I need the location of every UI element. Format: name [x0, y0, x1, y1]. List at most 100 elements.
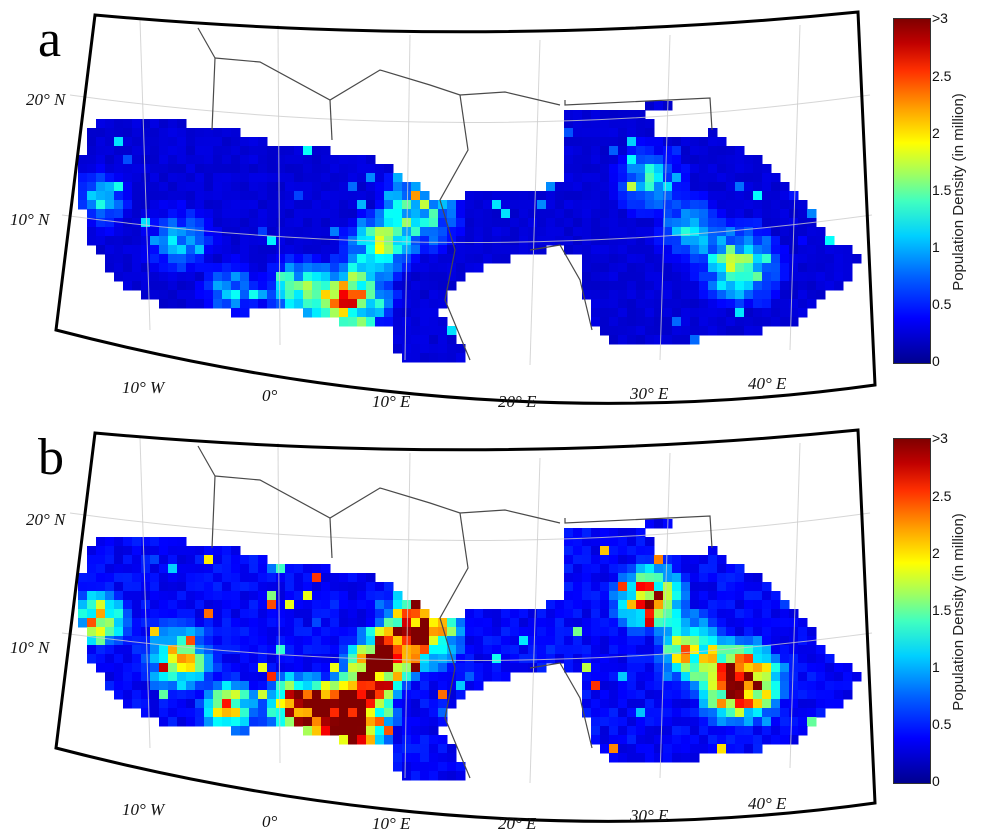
- density-cell: [771, 263, 781, 273]
- density-cell: [627, 209, 637, 219]
- density-cell: [429, 326, 439, 336]
- density-cell: [816, 272, 826, 282]
- density-cell: [474, 681, 484, 691]
- density-cell: [609, 546, 619, 556]
- density-cell: [150, 245, 160, 255]
- density-cell: [186, 209, 196, 219]
- density-cell: [546, 200, 556, 210]
- density-cell: [609, 326, 619, 336]
- density-cell: [834, 681, 844, 691]
- density-cell: [411, 762, 421, 772]
- density-cell: [249, 672, 259, 682]
- density-cell: [195, 708, 205, 718]
- density-cell: [681, 218, 691, 228]
- density-cell: [195, 636, 205, 646]
- density-cell: [330, 299, 340, 309]
- density-cell: [600, 546, 610, 556]
- density-cell: [672, 627, 682, 637]
- density-cell: [690, 326, 700, 336]
- density-cell: [681, 236, 691, 246]
- density-cell: [177, 537, 187, 547]
- density-cell: [600, 173, 610, 183]
- density-cell: [645, 537, 655, 547]
- density-cell: [429, 272, 439, 282]
- density-cell: [717, 254, 727, 264]
- density-cell: [393, 263, 403, 273]
- density-cell: [159, 708, 169, 718]
- density-cell: [672, 254, 682, 264]
- density-cell: [339, 191, 349, 201]
- density-cell: [537, 200, 547, 210]
- density-cell: [735, 573, 745, 583]
- density-cell: [753, 636, 763, 646]
- density-cell: [204, 600, 214, 610]
- density-cell: [240, 663, 250, 673]
- density-cell: [222, 191, 232, 201]
- density-cell: [393, 308, 403, 318]
- density-cell: [537, 618, 547, 628]
- density-cell: [510, 245, 520, 255]
- density-cell: [717, 609, 727, 619]
- density-cell: [168, 155, 178, 165]
- density-cell: [492, 609, 502, 619]
- density-cell: [258, 573, 268, 583]
- density-cell: [726, 627, 736, 637]
- density-cell: [591, 227, 601, 237]
- density-cell: [564, 227, 574, 237]
- density-cell: [618, 744, 628, 754]
- density-cell: [663, 654, 673, 664]
- density-cell: [600, 744, 610, 754]
- density-cell: [78, 191, 88, 201]
- density-cell: [177, 137, 187, 147]
- density-cell: [294, 164, 304, 174]
- density-cell: [177, 582, 187, 592]
- density-cell: [321, 636, 331, 646]
- density-cell: [681, 708, 691, 718]
- density-cell: [168, 209, 178, 219]
- density-cell: [789, 191, 799, 201]
- density-cell: [150, 663, 160, 673]
- density-cell: [726, 173, 736, 183]
- density-cell: [267, 245, 277, 255]
- density-cell: [447, 200, 457, 210]
- density-cell: [438, 744, 448, 754]
- density-cell: [78, 182, 88, 192]
- density-cell: [285, 618, 295, 628]
- density-cell: [402, 191, 412, 201]
- density-cell: [699, 326, 709, 336]
- density-cell: [411, 645, 421, 655]
- density-cell: [159, 119, 169, 129]
- density-cell: [699, 582, 709, 592]
- density-cell: [600, 645, 610, 655]
- density-cell: [177, 690, 187, 700]
- density-cell: [114, 564, 124, 574]
- density-cell: [726, 245, 736, 255]
- density-cell: [618, 735, 628, 745]
- density-cell: [150, 591, 160, 601]
- density-cell: [753, 672, 763, 682]
- density-cell: [807, 627, 817, 637]
- density-cell: [114, 555, 124, 565]
- density-cell: [240, 173, 250, 183]
- density-cell: [429, 335, 439, 345]
- density-cell: [429, 690, 439, 700]
- density-cell: [546, 636, 556, 646]
- density-cell: [114, 137, 124, 147]
- density-cell: [771, 254, 781, 264]
- density-cell: [339, 591, 349, 601]
- parallel-line: [61, 632, 873, 661]
- population-map-a: [54, 10, 877, 405]
- density-cell: [636, 690, 646, 700]
- density-cell: [348, 209, 358, 219]
- density-cell: [213, 600, 223, 610]
- density-cell: [465, 672, 475, 682]
- density-cell: [690, 290, 700, 300]
- density-cell: [87, 618, 97, 628]
- density-cell: [186, 254, 196, 264]
- density-cell: [456, 627, 466, 637]
- density-cell: [141, 146, 151, 156]
- density-cell: [303, 281, 313, 291]
- density-cell: [312, 254, 322, 264]
- density-cell: [303, 236, 313, 246]
- density-cell: [591, 726, 601, 736]
